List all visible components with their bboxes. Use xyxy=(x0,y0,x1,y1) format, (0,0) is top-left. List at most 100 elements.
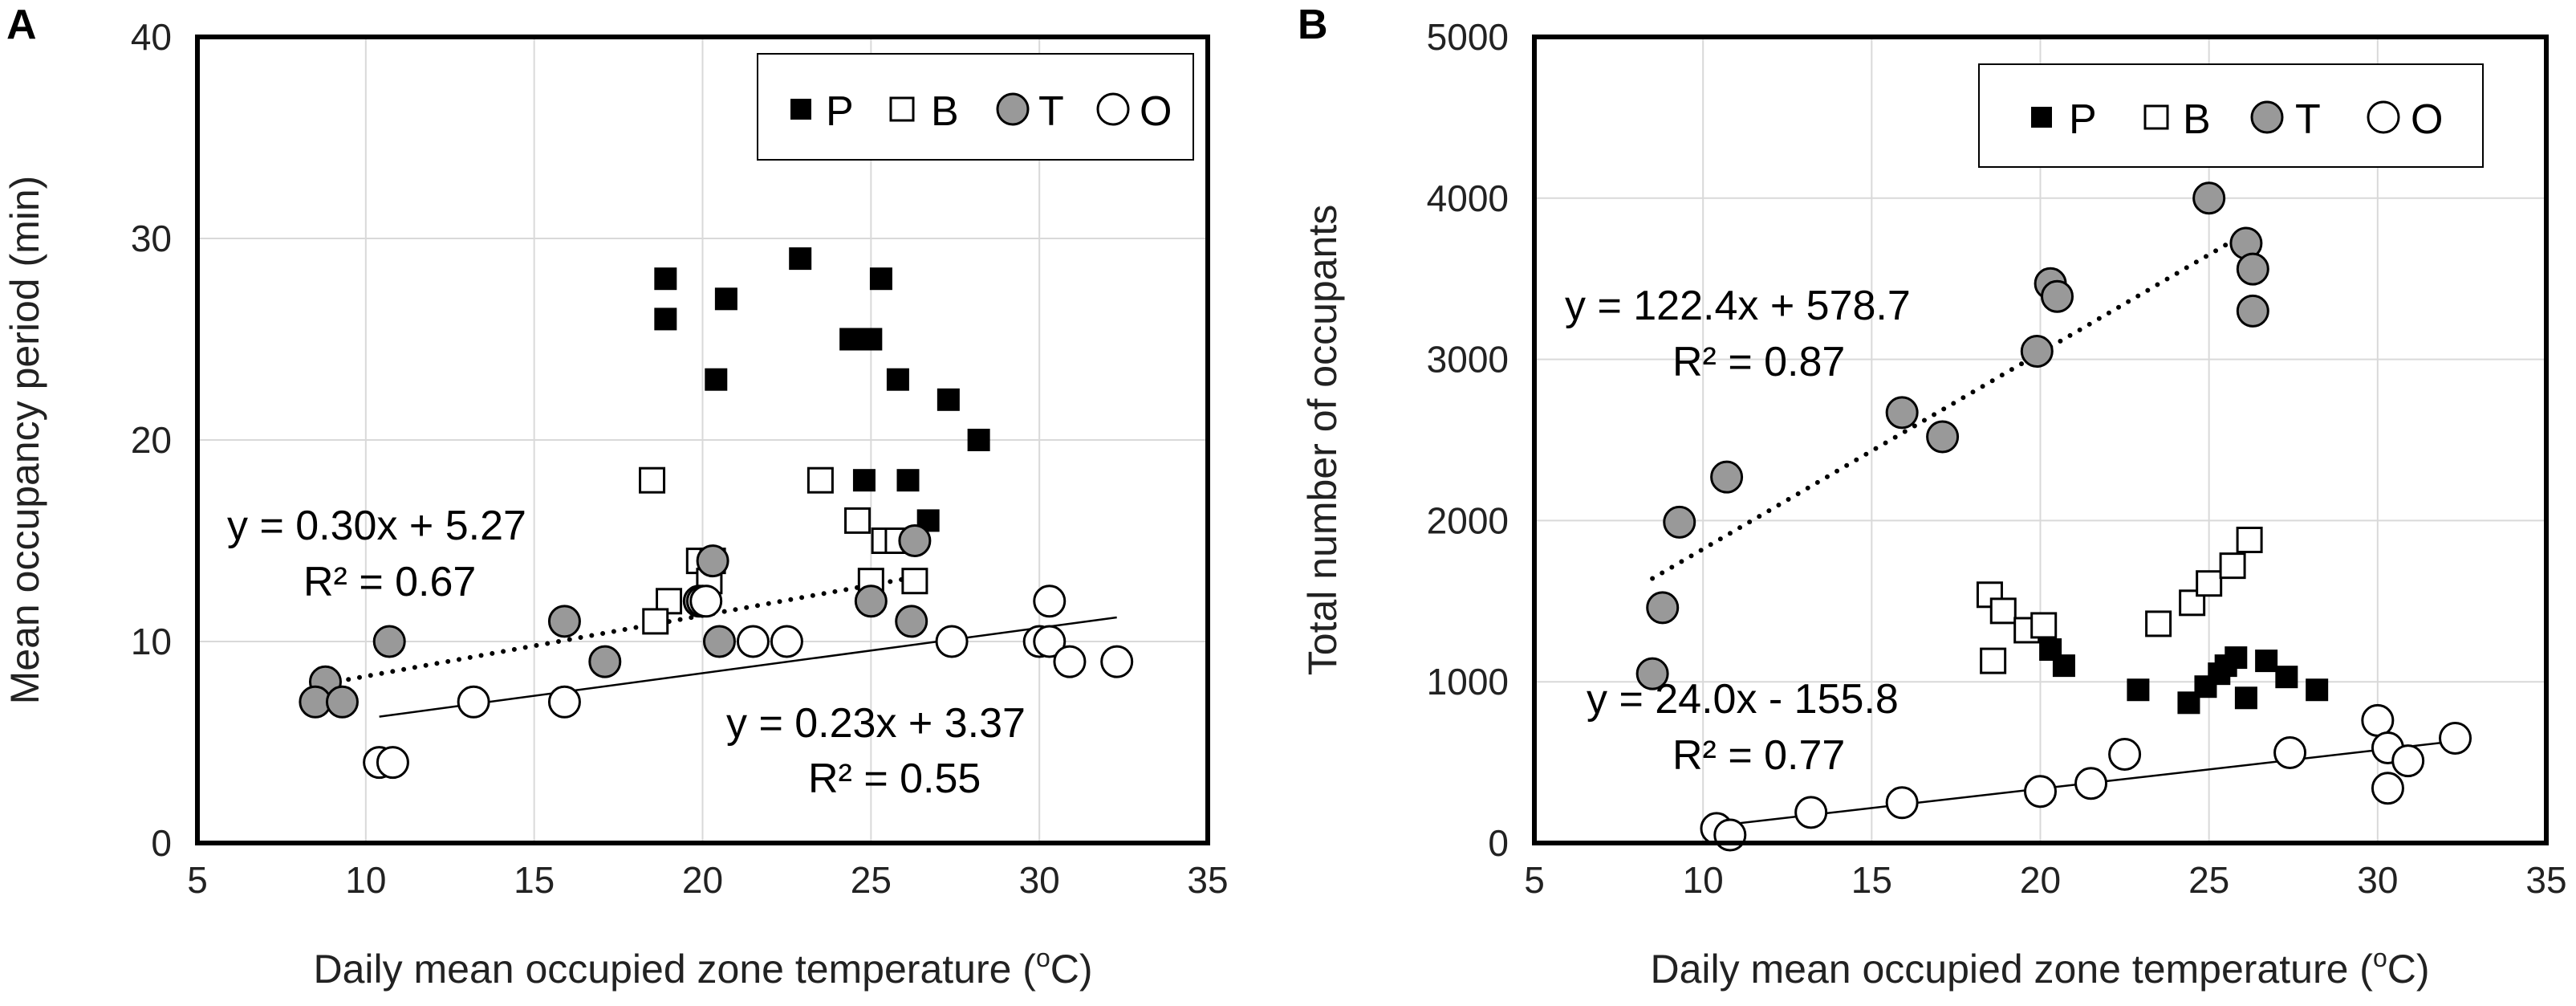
y-tick-label: 40 xyxy=(131,16,172,58)
point-o xyxy=(935,625,969,658)
point-p xyxy=(2306,678,2329,702)
point-t xyxy=(702,625,736,658)
y-tick-label: 0 xyxy=(1488,822,1509,864)
point-o xyxy=(457,685,490,719)
point-o xyxy=(2074,767,2108,800)
legend-a-o-marker xyxy=(1096,92,1130,126)
point-p xyxy=(2275,666,2298,689)
point-o xyxy=(2361,703,2395,737)
legend-b-b-label: B xyxy=(2183,96,2211,143)
panel-b-y-axis-title: Total number of occupants xyxy=(1300,205,1345,675)
panel-b-x-ticks: 5 10 15 20 25 30 35 xyxy=(1524,859,2566,901)
panel-b-letter: B xyxy=(1298,2,1328,48)
point-b xyxy=(2236,526,2263,553)
y-tick-label: 20 xyxy=(131,419,172,461)
point-t xyxy=(2236,252,2269,286)
point-p xyxy=(937,388,960,411)
y-tick-label: 3000 xyxy=(1427,339,1509,381)
x-tick-label: 20 xyxy=(2020,859,2061,901)
point-t xyxy=(696,544,729,578)
y-tick-label: 0 xyxy=(151,822,172,864)
point-t xyxy=(588,645,622,678)
point-b xyxy=(2196,570,2223,597)
panel-b-legend: P B T O xyxy=(1978,63,2484,168)
point-t xyxy=(2236,294,2269,328)
point-b xyxy=(2219,552,2246,580)
point-t xyxy=(547,605,581,638)
panel-b-t-r2: R² = 0.87 xyxy=(1672,339,1845,385)
panel-b-y-ticks: 0 1000 2000 3000 4000 5000 xyxy=(1427,16,1509,864)
x-tick-label: 5 xyxy=(1524,859,1545,901)
point-o xyxy=(1100,645,1134,678)
legend-b-t-marker xyxy=(2250,100,2284,134)
point-t xyxy=(325,685,359,719)
legend-a-p-marker xyxy=(790,99,811,120)
x-tick-label: 25 xyxy=(2188,859,2229,901)
point-p xyxy=(896,469,920,492)
point-t xyxy=(1885,396,1919,430)
point-o xyxy=(2391,744,2425,778)
trendline-t xyxy=(1650,226,2256,581)
panel-b-o-equation: y = 24.0x - 155.8 xyxy=(1587,676,1899,723)
point-p xyxy=(2234,686,2257,710)
panel-b-points xyxy=(1635,181,2472,852)
point-t xyxy=(1646,591,1680,625)
point-t xyxy=(1635,657,1669,690)
x-tick-label: 15 xyxy=(514,859,555,901)
point-o xyxy=(1053,645,1087,678)
legend-b-p-marker xyxy=(2031,107,2052,128)
point-t xyxy=(1663,505,1696,539)
point-o xyxy=(2371,772,2404,805)
point-b xyxy=(639,466,666,494)
point-o xyxy=(1033,625,1067,658)
x-tick-label: 35 xyxy=(2525,859,2566,901)
x-tick-label: 35 xyxy=(1187,859,1228,901)
x-tick-label: 5 xyxy=(187,859,208,901)
y-tick-label: 5000 xyxy=(1427,16,1509,58)
legend-a-o-label: O xyxy=(1140,88,1172,135)
point-p xyxy=(2039,638,2062,662)
point-t xyxy=(2020,335,2054,369)
panel-a-x-ticks: 5 10 15 20 25 30 35 xyxy=(187,859,1228,901)
point-p xyxy=(2255,650,2278,673)
panel-b-t-equation: y = 122.4x + 578.7 xyxy=(1565,283,1911,329)
panel-a-letter: A xyxy=(6,2,37,48)
point-o xyxy=(2024,775,2057,808)
panel-a-t-r2: R² = 0.67 xyxy=(303,559,476,605)
point-o xyxy=(1033,584,1067,618)
x-tick-label: 15 xyxy=(1851,859,1892,901)
point-o xyxy=(770,625,803,658)
panel-b-x-axis-title: Daily mean occupied zone temperature (oC… xyxy=(1650,943,2429,992)
point-p xyxy=(654,308,677,331)
point-p xyxy=(705,368,728,391)
point-o xyxy=(2108,738,2142,772)
panel-a-gridlines xyxy=(197,37,1208,843)
point-t xyxy=(372,625,406,658)
point-o xyxy=(376,746,409,780)
point-b xyxy=(1980,647,2007,674)
y-tick-label: 4000 xyxy=(1427,177,1509,219)
legend-b-b-marker xyxy=(2143,104,2169,130)
point-t xyxy=(895,605,928,638)
point-b xyxy=(901,568,928,595)
point-p xyxy=(886,368,909,391)
legend-a-b-label: B xyxy=(931,88,959,135)
legend-b-t-label: T xyxy=(2295,96,2321,143)
point-b xyxy=(1989,597,2017,625)
point-b xyxy=(642,608,669,635)
legend-b-o-label: O xyxy=(2411,96,2443,143)
panel-a-o-equation: y = 0.23x + 3.37 xyxy=(726,700,1026,747)
y-tick-label: 1000 xyxy=(1427,661,1509,703)
point-b xyxy=(1976,581,2003,609)
panel-b-plot-frame xyxy=(1532,35,2549,845)
trendline-t xyxy=(312,574,917,688)
point-t xyxy=(854,584,888,618)
panel-b: B 5 10 15 20 25 30 35 0 1000 2000 3000 4000 5000 P … xyxy=(1298,2,2567,992)
point-p xyxy=(967,429,990,451)
x-tick-label: 20 xyxy=(682,859,723,901)
point-p xyxy=(714,287,737,311)
point-b xyxy=(2145,610,2172,637)
panel-a-o-r2: R² = 0.55 xyxy=(808,756,981,802)
y-tick-label: 30 xyxy=(131,218,172,259)
point-t xyxy=(898,524,932,557)
